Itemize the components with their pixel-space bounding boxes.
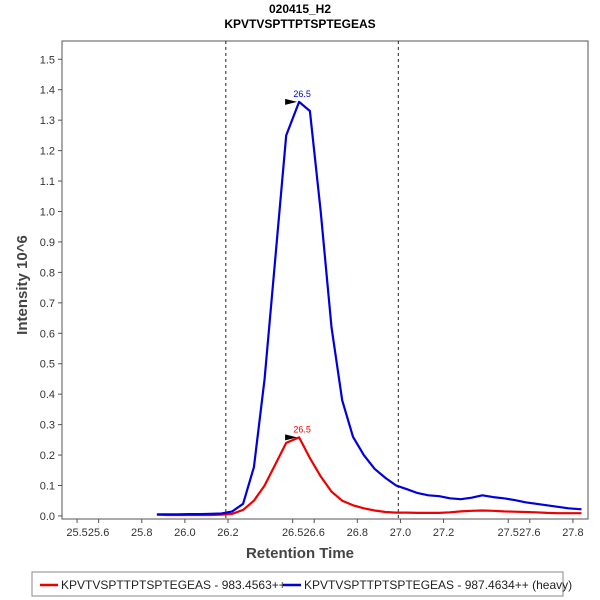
y-axis-label: Intensity 10^6 [14, 235, 31, 335]
y-tick-label: 0.8 [40, 267, 55, 279]
x-tick-label: 26.8 [347, 527, 368, 539]
y-tick-label: 0.9 [40, 237, 55, 249]
x-tick-label: 26.2 [217, 527, 238, 539]
x-axis: 25.5 25.6 25.8 26.0 26.2 26.5 26.6 26.8 27.0 27.2… [66, 519, 584, 539]
peak-markers: 26.5 26.5 [285, 89, 311, 441]
x-tick-label: 27.5 [498, 527, 519, 539]
x-tick-label: 26.0 [174, 527, 195, 539]
x-tick-label: 25.8 [131, 527, 152, 539]
legend-entry-1: KPVTVSPTTPTSPTEGEAS - 983.4563++ [61, 578, 286, 592]
series-line-2 [156, 100, 582, 516]
x-tick-label: 27.6 [519, 527, 540, 539]
x-tick-label: 27.2 [433, 527, 454, 539]
y-tick-label: 1.5 [40, 54, 55, 66]
integration-boundaries [225, 41, 399, 519]
y-tick-label: 1.0 [40, 206, 55, 218]
y-tick-label: 0.6 [40, 328, 55, 340]
legend-entry-2: KPVTVSPTTPTSPTEGEAS - 987.4634++ (heavy) [304, 578, 572, 592]
y-tick-label: 0.4 [40, 389, 55, 401]
plot-area [61, 40, 589, 520]
y-tick-label: 1.2 [40, 146, 55, 158]
y-tick-label: 0.7 [40, 298, 55, 310]
x-tick-label: 25.5 [66, 527, 87, 539]
peak-arrow-icon [285, 98, 298, 105]
peak-label-1: 26.5 [293, 424, 311, 434]
y-tick-label: 0.0 [40, 511, 55, 523]
series-line-1 [156, 436, 582, 517]
y-axis: 0.0 0.1 0.2 0.3 0.4 0.5 0.6 0.7 0.8 0.9 1.0 1.1 1.2 1… [40, 54, 62, 523]
y-tick-label: 0.1 [40, 481, 55, 493]
x-tick-label: 25.6 [88, 527, 109, 539]
x-axis-label: Retention Time [246, 545, 354, 562]
y-tick-label: 1.4 [40, 85, 55, 97]
peak-arrow-icon [285, 434, 298, 441]
legend-items: KPVTVSPTTPTSPTEGEAS - 983.4563++ KPVTVSPT… [40, 578, 572, 592]
chart-subtitle: KPVTVSPTTPTSPTEGEAS [224, 17, 375, 31]
x-tick-label: 27.0 [390, 527, 411, 539]
y-tick-label: 0.5 [40, 359, 55, 371]
y-tick-label: 0.3 [40, 420, 55, 432]
chart-title: 020415_H2 [269, 2, 331, 16]
y-tick-label: 0.2 [40, 450, 55, 462]
series-group [156, 100, 582, 517]
y-tick-label: 1.1 [40, 176, 55, 188]
x-tick-label: 26.6 [304, 527, 325, 539]
x-tick-label: 27.8 [562, 527, 583, 539]
y-tick-label: 1.3 [40, 115, 55, 127]
x-tick-label: 26.5 [282, 527, 303, 539]
peak-label-2: 26.5 [293, 89, 311, 99]
